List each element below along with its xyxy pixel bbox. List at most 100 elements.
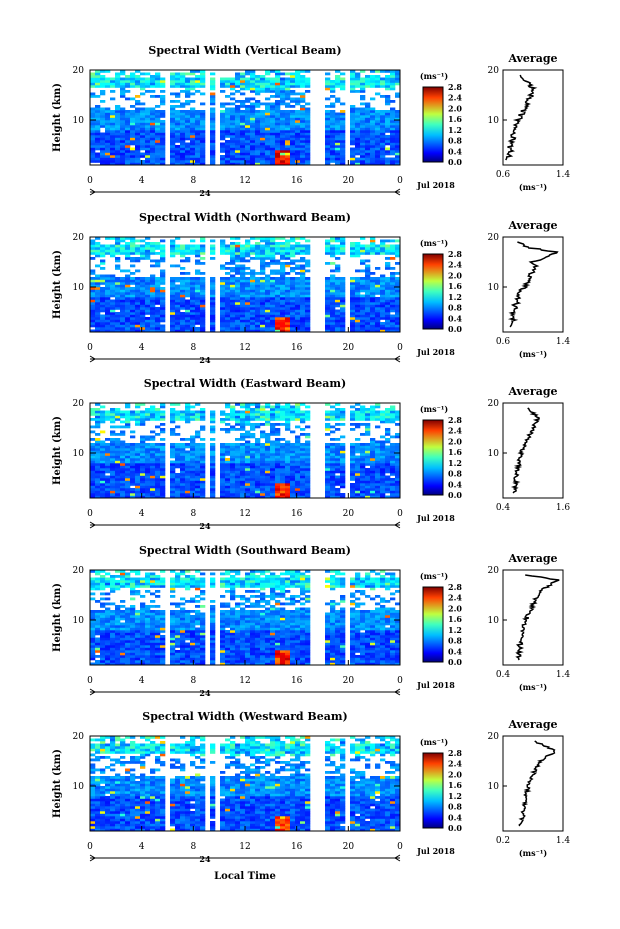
heatmap-cell	[260, 490, 266, 494]
heatmap-cell	[90, 137, 96, 141]
heatmap-cell	[195, 244, 201, 248]
heatmap-cell	[245, 322, 251, 325]
heatmap-cell	[135, 470, 141, 474]
heatmap-cell	[360, 302, 366, 305]
heatmap-cell	[295, 110, 301, 113]
heatmap-cell	[285, 122, 291, 126]
heatmap-cell	[140, 112, 146, 116]
heatmap-cell	[350, 135, 356, 138]
heatmap-cell	[170, 314, 176, 318]
heatmap-cell	[210, 92, 216, 96]
heatmap-cell	[290, 324, 296, 328]
heatmap-cell	[210, 453, 216, 456]
heatmap-cell	[280, 294, 286, 298]
heatmap-cell	[350, 147, 356, 151]
heatmap-cell	[305, 120, 311, 123]
heatmap-cell	[135, 269, 141, 273]
heatmap-cell	[245, 485, 251, 489]
heatmap-cell	[255, 329, 261, 333]
heatmap-cell	[225, 267, 231, 270]
heatmap-cell	[210, 127, 216, 131]
heatmap-cell	[230, 247, 236, 250]
heatmap-cell	[360, 130, 366, 133]
heatmap-cell	[170, 247, 176, 250]
heatmap-cell	[270, 105, 276, 108]
heatmap-cell	[115, 115, 121, 118]
heatmap-cell	[355, 82, 361, 86]
heatmap-cell	[245, 415, 251, 419]
heatmap-cell	[285, 105, 291, 108]
heatmap-cell	[190, 410, 196, 414]
heatmap-cell	[270, 287, 276, 290]
heatmap-cell	[195, 465, 201, 469]
heatmap-cell	[350, 70, 356, 73]
heatmap-cell	[245, 152, 251, 156]
heatmap-cell	[350, 465, 356, 469]
heatmap-cell	[100, 470, 106, 474]
heatmap-cell	[295, 445, 301, 449]
heatmap-cell	[195, 140, 201, 143]
heatmap-cell	[240, 257, 246, 260]
heatmap-cell	[365, 307, 371, 310]
heatmap-cell	[380, 322, 386, 325]
heatmap-cell	[225, 463, 231, 466]
heatmap-cell	[140, 450, 146, 454]
heatmap-cell	[235, 473, 241, 476]
heatmap-cell	[225, 317, 231, 320]
heatmap-cell	[185, 115, 191, 118]
heatmap-cell	[380, 157, 386, 161]
heatmap-cell	[110, 115, 116, 118]
heatmap-cell	[290, 304, 296, 308]
heatmap-cell	[110, 322, 116, 325]
heatmap-cell	[390, 147, 396, 151]
heatmap-cell	[250, 465, 256, 469]
heatmap-cell	[275, 463, 281, 466]
heatmap-cell	[335, 125, 341, 128]
heatmap-cell	[135, 152, 141, 156]
heatmap-cell	[90, 317, 96, 320]
heatmap-cell	[150, 77, 156, 81]
heatmap-cell	[125, 423, 131, 426]
heatmap-cell	[335, 145, 341, 148]
heatmap-cell	[180, 287, 186, 290]
heatmap-cell	[265, 132, 271, 136]
heatmap-cell	[295, 242, 301, 245]
heatmap-cell	[185, 302, 191, 305]
heatmap-cell	[180, 480, 186, 484]
heatmap-cell	[160, 244, 166, 248]
heatmap-cell	[120, 247, 126, 250]
heatmap-cell	[190, 162, 196, 166]
heatmap-cell	[245, 475, 251, 479]
heatmap-cell	[295, 450, 301, 454]
heatmap-cell	[175, 327, 181, 330]
heatmap-cell	[340, 155, 346, 158]
heatmap-cell	[365, 294, 371, 298]
day-line-arrow	[89, 188, 96, 196]
heatmap-cell	[105, 244, 111, 248]
heatmap-cell	[240, 302, 246, 305]
heatmap-cell	[260, 115, 266, 118]
heatmap-cell	[185, 77, 191, 81]
heatmap-cell	[225, 493, 231, 496]
heatmap-cell	[130, 249, 136, 253]
avg-x-label: (ms⁻¹)	[519, 349, 547, 359]
heatmap-cell	[240, 120, 246, 123]
heatmap-cell	[105, 115, 111, 118]
heatmap-cell	[390, 294, 396, 298]
heatmap-cell	[200, 468, 206, 471]
heatmap-cell	[230, 488, 236, 491]
colorbar-tick-label: 1.6	[448, 281, 462, 291]
heatmap-cell	[330, 405, 336, 409]
heatmap-cell	[350, 160, 356, 163]
heatmap-cell	[230, 259, 236, 263]
heatmap-cell	[395, 147, 401, 151]
heatmap-cell	[360, 125, 366, 128]
heatmap-cell	[360, 463, 366, 466]
heatmap-cell	[300, 458, 306, 461]
heatmap-cell	[110, 277, 116, 280]
heatmap-cell	[275, 107, 281, 111]
heatmap-cell	[260, 322, 266, 325]
heatmap-cell	[270, 322, 276, 325]
heatmap-cell	[105, 478, 111, 481]
